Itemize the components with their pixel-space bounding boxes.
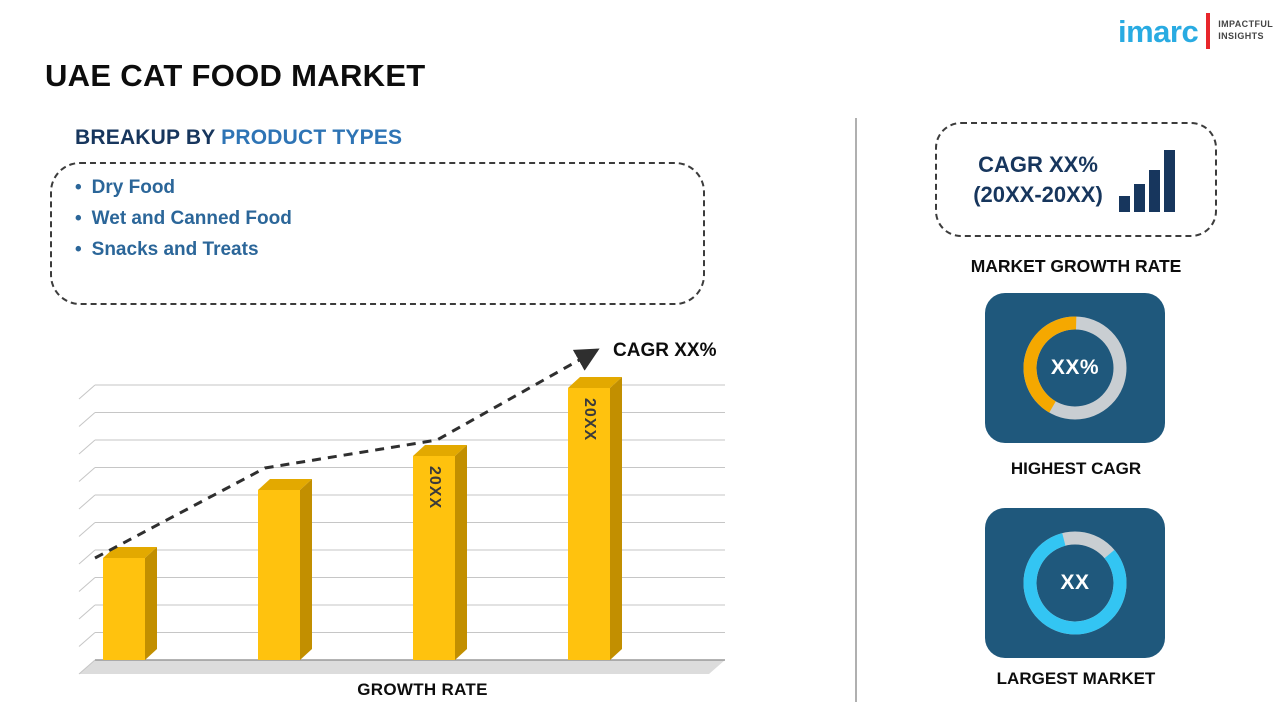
bullet-icon: •: [75, 239, 82, 260]
cagr-value: CAGR XX%: [978, 151, 1098, 177]
largest-market-donut: [1023, 531, 1127, 635]
product-types-box: [50, 162, 705, 305]
highest-cagr-caption: HIGHEST CAGR: [1010, 459, 1142, 478]
list-item: • Wet and Canned Food: [75, 203, 292, 234]
market-growth-rate-label: MARKET GROWTH RATE: [970, 256, 1182, 276]
imarc-logo: imarc IMPACTFUL INSIGHTS: [1118, 13, 1273, 49]
cagr-callout-box: CAGR XX% (20XX-20XX): [935, 122, 1217, 237]
vertical-divider: [855, 118, 857, 702]
section-heading: BREAKUP BY PRODUCT TYPES: [75, 126, 402, 150]
largest-market-value: XX: [1060, 571, 1090, 594]
list-item: • Dry Food: [75, 172, 292, 203]
list-item-label: Wet and Canned Food: [91, 208, 292, 229]
section-heading-prefix: BREAKUP BY: [75, 126, 216, 149]
logo-tagline: IMPACTFUL INSIGHTS: [1218, 19, 1273, 42]
list-item: • Snacks and Treats: [75, 234, 292, 265]
bar-value-label: 20XX: [426, 466, 443, 510]
highest-cagr-value: XX%: [1050, 356, 1100, 379]
highest-cagr-tile: XX%: [985, 293, 1165, 443]
x-axis-label: GROWTH RATE: [357, 680, 488, 699]
bar-series: 20XX 20XX: [65, 338, 725, 678]
largest-market-caption: LARGEST MARKET: [996, 669, 1156, 688]
logo-red-divider: [1206, 13, 1211, 49]
growth-bar-chart: 20XX 20XX: [65, 338, 725, 678]
logo-tagline-line1: IMPACTFUL: [1218, 19, 1274, 30]
bar-2: [258, 490, 300, 660]
bar-1: [103, 558, 145, 660]
bar-value-label: 20XX: [581, 398, 598, 442]
bullet-icon: •: [75, 208, 82, 229]
cagr-annotation: CAGR XX%: [613, 340, 717, 361]
list-item-label: Snacks and Treats: [91, 239, 259, 260]
bullet-icon: •: [75, 177, 82, 198]
cagr-period: (20XX-20XX): [973, 181, 1103, 207]
highest-cagr-donut: [1023, 316, 1127, 420]
bar-3: 20XX: [413, 456, 455, 660]
section-heading-highlight: PRODUCT TYPES: [221, 126, 403, 149]
bar-4: 20XX: [568, 388, 610, 660]
logo-tagline-line2: INSIGHTS: [1218, 31, 1264, 41]
page-title: UAE CAT FOOD MARKET: [45, 58, 426, 93]
growth-bars-icon: [1118, 149, 1175, 212]
product-types-list: • Dry Food • Wet and Canned Food • Snack…: [75, 172, 292, 265]
logo-brand-text: imarc: [1118, 13, 1199, 49]
largest-market-tile: XX: [985, 508, 1165, 658]
cagr-callout-text: CAGR XX% (20XX-20XX): [973, 150, 1103, 209]
list-item-label: Dry Food: [91, 177, 176, 198]
